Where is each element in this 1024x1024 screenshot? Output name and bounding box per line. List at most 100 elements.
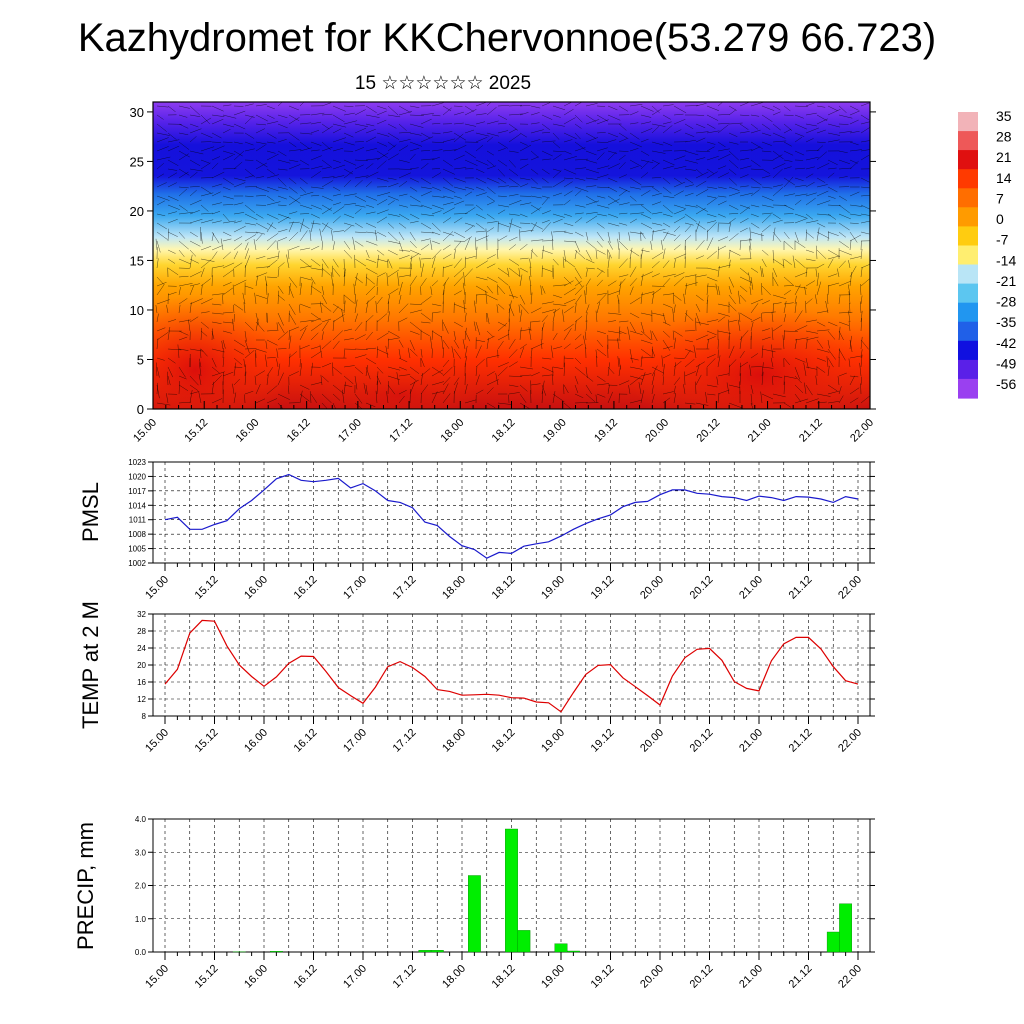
- wind-vector: [277, 159, 291, 164]
- colorbar-label: -49: [996, 355, 1016, 371]
- heatmap-x-tick-label: 20.00: [643, 417, 671, 445]
- wind-vector: [354, 393, 363, 404]
- pmsl-panel-y-tick-label: 1002: [128, 559, 146, 568]
- wind-vector: [156, 258, 159, 269]
- wind-vector: [453, 111, 464, 116]
- wind-vector: [376, 192, 391, 197]
- wind-vector: [673, 244, 681, 251]
- wind-vector: [640, 190, 651, 197]
- wind-vector: [420, 296, 432, 305]
- wind-vector: [761, 114, 773, 122]
- wind-vector: [178, 212, 193, 215]
- wind-vector: [365, 366, 371, 380]
- precip-panel-x-tick-label: 15.00: [143, 963, 171, 991]
- wind-vector: [277, 321, 285, 334]
- wind-vector: [772, 105, 781, 111]
- wind-vector: [486, 335, 495, 341]
- wind-vector: [222, 195, 234, 200]
- wind-vector: [211, 293, 225, 296]
- wind-vector: [849, 302, 851, 314]
- wind-vector: [431, 168, 441, 170]
- wind-vector: [563, 306, 574, 314]
- wind-vector: [563, 323, 574, 332]
- wind-vector: [563, 287, 576, 296]
- wind-vector: [420, 258, 432, 260]
- wind-vector: [596, 375, 606, 382]
- wind-vector: [244, 390, 254, 395]
- wind-vector: [396, 372, 400, 386]
- wind-vector: [310, 258, 321, 267]
- wind-vector: [310, 149, 320, 152]
- wind-vector: [343, 225, 352, 233]
- wind-vector: [420, 244, 430, 251]
- wind-vector: [749, 227, 752, 242]
- wind-vector: [277, 363, 281, 377]
- wind-vector: [761, 204, 774, 208]
- wind-vector: [541, 391, 543, 404]
- wind-vector: [244, 285, 254, 289]
- wind-vector: [332, 206, 345, 215]
- heatmap-y-tick-label: 5: [137, 352, 144, 367]
- wind-vector: [827, 330, 836, 340]
- wind-vector: [772, 132, 786, 139]
- wind-vector: [299, 276, 312, 281]
- wind-vector: [728, 105, 737, 111]
- wind-vector: [376, 254, 380, 269]
- wind-vector: [255, 176, 265, 179]
- wind-vector: [772, 258, 785, 267]
- wind-vector: [574, 217, 583, 224]
- wind-vector: [816, 357, 826, 362]
- wind-vector: [244, 132, 255, 139]
- wind-vector: [805, 249, 814, 253]
- wind-vector: [618, 326, 621, 341]
- wind-vector: [299, 159, 310, 166]
- wind-vector: [299, 218, 305, 233]
- wind-vector: [266, 367, 273, 377]
- wind-vector: [552, 374, 554, 386]
- wind-vector: [860, 278, 870, 287]
- wind-vector: [211, 233, 214, 242]
- wind-vector: [695, 294, 704, 301]
- heatmap-x-tick-label: 18.12: [490, 417, 518, 445]
- wind-vector: [343, 171, 354, 179]
- wind-vector: [629, 286, 634, 296]
- wind-vector: [497, 362, 509, 368]
- wind-vector: [442, 207, 455, 215]
- wind-vector: [629, 122, 639, 125]
- wind-vector: [276, 348, 279, 359]
- pmsl-panel-x-tick-label: 16.12: [292, 574, 320, 602]
- wind-vector: [475, 321, 481, 336]
- wind-vector: [838, 159, 850, 165]
- wind-vector: [651, 261, 660, 269]
- wind-vector: [662, 159, 675, 166]
- wind-vector: [651, 330, 658, 342]
- wind-vector: [672, 330, 675, 341]
- wind-vector: [849, 375, 855, 386]
- wind-vector: [596, 301, 601, 314]
- wind-vector: [376, 152, 389, 161]
- wind-vector: [860, 354, 863, 368]
- wind-vector: [178, 298, 188, 305]
- wind-vector: [464, 191, 473, 197]
- wind-vector: [816, 393, 831, 397]
- wind-vector: [398, 395, 405, 404]
- wind-vector: [310, 222, 321, 225]
- wind-vector: [585, 249, 592, 261]
- wind-vector: [354, 240, 364, 247]
- wind-vector: [276, 322, 279, 332]
- wind-vector: [343, 384, 353, 387]
- wind-vector: [211, 275, 213, 287]
- wind-vector: [321, 125, 333, 134]
- wind-vector: [222, 269, 234, 278]
- wind-vector: [761, 313, 763, 323]
- wind-vector: [838, 295, 841, 305]
- wind-vector: [607, 330, 622, 334]
- wind-vector: [618, 186, 630, 193]
- wind-vector: [288, 303, 296, 315]
- wind-vector: [200, 146, 215, 152]
- wind-vector: [156, 222, 168, 230]
- wind-vector: [574, 204, 586, 208]
- temp-panel-x-tick-label: 16.12: [292, 727, 320, 755]
- wind-vector: [409, 375, 417, 382]
- wind-vector: [178, 240, 189, 250]
